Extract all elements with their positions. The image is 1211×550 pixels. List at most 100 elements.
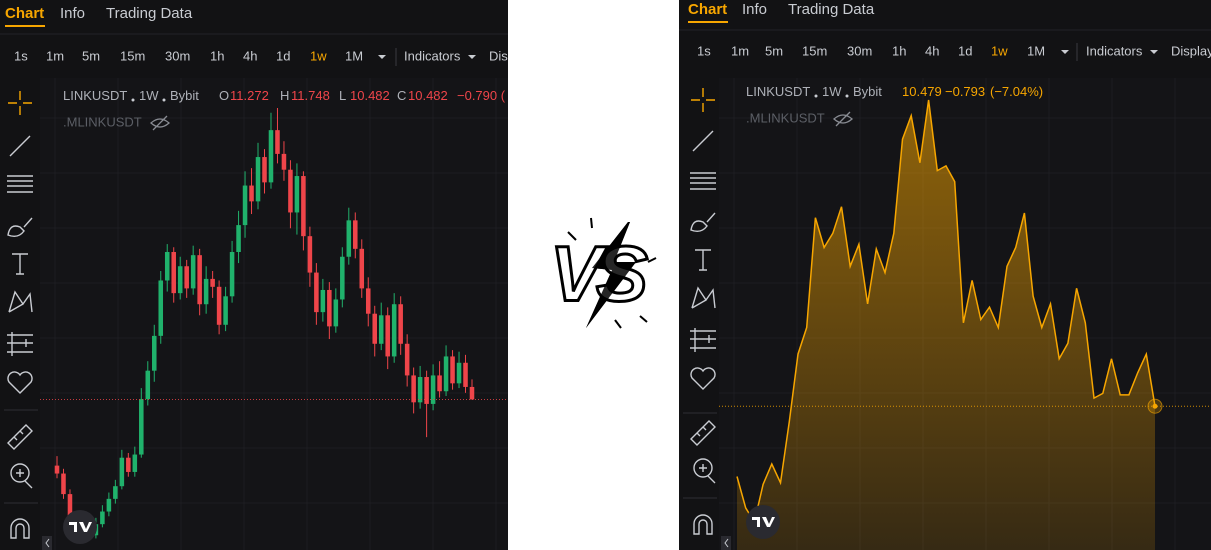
caret[interactable] xyxy=(1061,50,1069,54)
tab[interactable]: Info xyxy=(742,1,767,18)
ohlc-label: L xyxy=(339,88,346,103)
timeframe[interactable]: 15m xyxy=(120,48,145,63)
candle-body xyxy=(359,248,365,289)
caret[interactable] xyxy=(1150,50,1158,54)
icon-zoom[interactable] xyxy=(699,464,716,484)
indicators[interactable]: Indicators xyxy=(404,48,461,63)
candle-body xyxy=(346,220,352,257)
ohlc-label: O xyxy=(219,88,229,103)
collapse-btn[interactable] xyxy=(42,536,52,550)
icon-fib[interactable] xyxy=(7,175,33,193)
tab[interactable]: Info xyxy=(60,5,85,22)
icon-text[interactable] xyxy=(12,253,28,275)
timeframe[interactable]: 30m xyxy=(847,43,872,58)
secondary-symbol: .MLINKUSDT xyxy=(746,110,825,125)
timeframe[interactable]: 1w xyxy=(310,48,327,63)
tab-underline xyxy=(688,21,728,23)
separator-dot xyxy=(814,94,818,98)
timeframe[interactable]: 1M xyxy=(1027,43,1045,58)
panel-left-content: Chart Info Trading Data 1s 1m 5m 15m 30m 1h 4h 1d 1… xyxy=(0,5,508,550)
timeframe[interactable]: 5m xyxy=(765,43,783,58)
tab[interactable]: Trading Data xyxy=(788,1,875,18)
icon-text[interactable] xyxy=(695,249,711,271)
icon-trendline[interactable] xyxy=(692,130,714,152)
exchange: Bybit xyxy=(170,88,199,103)
hide-icon[interactable] xyxy=(150,115,170,131)
icon-brush[interactable] xyxy=(7,217,33,238)
timeframe[interactable]: 1m xyxy=(46,48,64,63)
chart-area xyxy=(40,78,508,550)
legend: LINKUSDT 1W Bybit O11.272 H 11.748 L 10.482 C 10.… xyxy=(63,88,506,103)
icon-crosshair[interactable] xyxy=(691,88,715,112)
indicators[interactable]: Indicators xyxy=(1086,43,1143,58)
timeframe[interactable]: 1w xyxy=(991,43,1008,58)
candle-body xyxy=(417,377,423,403)
icon-zoom-ring xyxy=(693,458,713,478)
timeframe[interactable]: 4h xyxy=(243,48,257,63)
candle-body xyxy=(450,356,455,384)
icon-brush[interactable] xyxy=(690,212,716,233)
timeframe[interactable]: 1d xyxy=(958,43,972,58)
tab[interactable]: Chart xyxy=(688,1,727,18)
candle-body xyxy=(184,266,189,289)
area-line xyxy=(736,99,1156,524)
icon-magnet[interactable] xyxy=(10,518,30,539)
icon-ruler[interactable] xyxy=(7,424,33,450)
legend: LINKUSDT 1W Bybit 10.479 −0.793 (−7.04%) xyxy=(746,84,1043,99)
candle-body xyxy=(249,185,254,202)
candle-body xyxy=(411,375,416,403)
candle-body xyxy=(255,157,261,202)
timeframe[interactable]: 5m xyxy=(82,48,100,63)
tv-logo-mark xyxy=(752,517,775,527)
ohlc-value: 11.272 xyxy=(230,88,269,103)
icon-prediction[interactable] xyxy=(7,332,33,356)
candle-body xyxy=(288,169,293,213)
icon-zoom[interactable] xyxy=(16,469,33,489)
separator-dot xyxy=(131,98,135,102)
icon-fib[interactable] xyxy=(690,172,716,190)
timeframe[interactable]: 1s xyxy=(697,43,711,58)
caret[interactable] xyxy=(468,55,476,59)
timeframe[interactable]: 1h xyxy=(892,43,906,58)
icon-pattern[interactable] xyxy=(691,286,716,309)
candle-body xyxy=(67,494,73,518)
tab[interactable]: Chart xyxy=(5,5,44,22)
candle-body xyxy=(333,299,339,327)
icon-crosshair[interactable] xyxy=(8,91,32,115)
icon-favorite[interactable] xyxy=(690,367,716,390)
icon-trendline[interactable] xyxy=(9,135,31,157)
tv-logo xyxy=(746,505,780,539)
candle-body xyxy=(391,304,397,357)
candle-body xyxy=(171,252,176,294)
icon-ruler[interactable] xyxy=(690,420,716,446)
icon-favorite[interactable] xyxy=(7,371,33,394)
caret[interactable] xyxy=(378,55,386,59)
icon-pattern[interactable] xyxy=(8,290,33,313)
tab[interactable]: Trading Data xyxy=(106,5,193,22)
last-price: 10.479 xyxy=(902,84,942,99)
separator-dot xyxy=(845,94,849,98)
candle-body xyxy=(378,315,384,344)
collapse-btn[interactable] xyxy=(721,536,731,550)
timeframe[interactable]: 4h xyxy=(925,43,939,58)
candle-body xyxy=(106,498,112,512)
hide-icon[interactable] xyxy=(833,111,853,127)
display[interactable]: Dis xyxy=(489,48,508,63)
candle-body xyxy=(126,457,131,472)
candle-body xyxy=(262,157,267,183)
icon-prediction[interactable] xyxy=(690,328,716,352)
timeframe[interactable]: 30m xyxy=(165,48,190,63)
timeframe[interactable]: 1m xyxy=(731,43,749,58)
candle-body xyxy=(456,362,462,384)
timeframe[interactable]: 1d xyxy=(276,48,290,63)
ohlc-label: C xyxy=(397,88,406,103)
timeframe[interactable]: 1M xyxy=(345,48,363,63)
icon-magnet[interactable] xyxy=(693,514,713,535)
last-point xyxy=(1152,403,1158,409)
timeframe[interactable]: 1h xyxy=(210,48,224,63)
timeframe[interactable]: 15m xyxy=(802,43,827,58)
display[interactable]: Display xyxy=(1171,43,1211,58)
candle-body xyxy=(197,255,202,305)
timeframe[interactable]: 1s xyxy=(14,48,28,63)
candle-body xyxy=(223,296,228,325)
